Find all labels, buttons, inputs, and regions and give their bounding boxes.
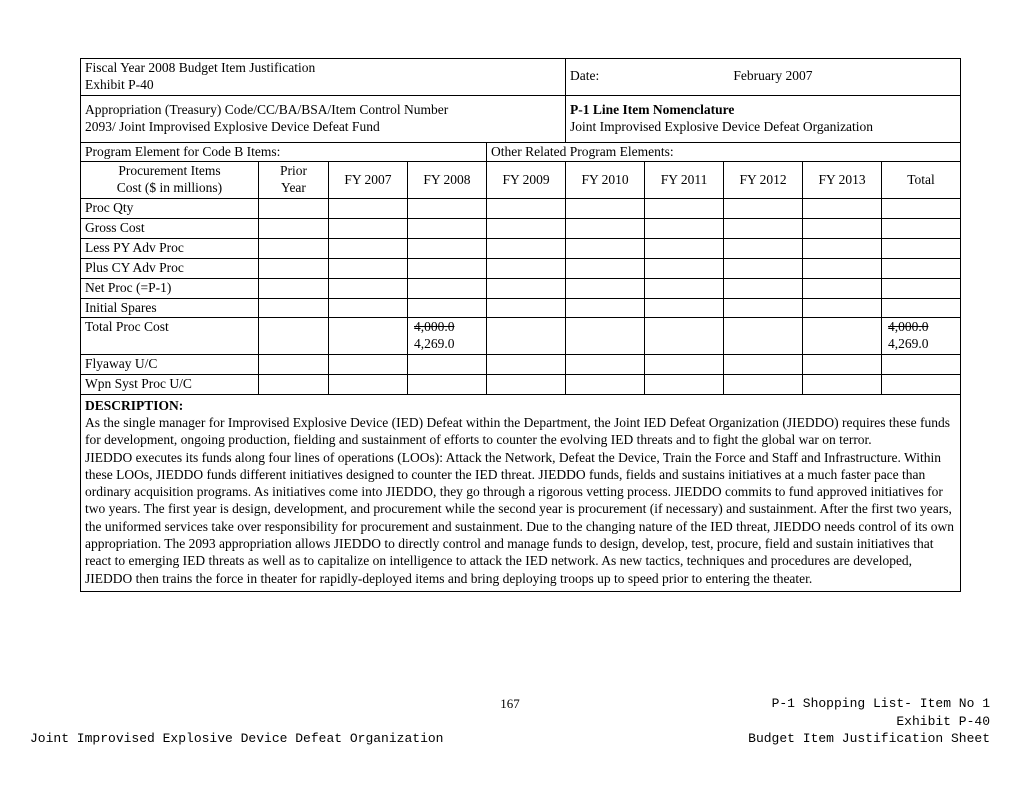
col-fy2009: FY 2009 [487,162,566,199]
description-heading: DESCRIPTION: [85,398,183,413]
doc-title: Fiscal Year 2008 Budget Item Justificati… [81,59,566,96]
footer-right-3: Budget Item Justification Sheet [748,731,990,746]
row-initial-spares: Initial Spares [81,298,961,318]
cell-total-total: 4,000.0 4,269.0 [882,318,961,355]
col-total: Total [882,162,961,199]
footer-left-3: Joint Improvised Explosive Device Defeat… [30,731,443,746]
col-procurement: Procurement Items Cost ($ in millions) [81,162,259,199]
nomen-line2: Joint Improvised Explosive Device Defeat… [570,119,873,134]
row-total-proc-cost: Total Proc Cost 4,000.0 4,269.0 4,000.0 … [81,318,961,355]
col-fy2011: FY 2011 [645,162,724,199]
description-cell: DESCRIPTION: As the single manager for I… [81,394,961,591]
appropriation-cell: Appropriation (Treasury) Code/CC/BA/BSA/… [81,95,566,142]
main-table: Fiscal Year 2008 Budget Item Justificati… [80,58,961,592]
footer-right-2: Exhibit P-40 [896,714,990,729]
title-line2: Exhibit P-40 [85,77,154,92]
date-value: February 2007 [733,68,812,83]
footer-right-1: P-1 Shopping List- Item No 1 [772,696,990,711]
row-flyaway: Flyaway U/C [81,355,961,375]
row-gross-cost: Gross Cost [81,219,961,239]
row-description: DESCRIPTION: As the single manager for I… [81,394,961,591]
row-less-py: Less PY Adv Proc [81,238,961,258]
col-fy2012: FY 2012 [724,162,803,199]
nomen-line1: P-1 Line Item Nomenclature [570,102,734,117]
col-prior-year: Prior Year [259,162,329,199]
row-proc-qty: Proc Qty [81,199,961,219]
title-line1: Fiscal Year 2008 Budget Item Justificati… [85,60,315,75]
row-wpn-syst: Wpn Syst Proc U/C [81,375,961,395]
other-related: Other Related Program Elements: [487,142,961,162]
description-para2: JIEDDO executes its funds along four lin… [85,450,954,586]
nomenclature-cell: P-1 Line Item Nomenclature Joint Improvi… [566,95,961,142]
page: Fiscal Year 2008 Budget Item Justificati… [0,0,1020,592]
cell-fy2008-total: 4,000.0 4,269.0 [408,318,487,355]
row-net-proc: Net Proc (=P-1) [81,278,961,298]
approp-line2: 2093/ Joint Improvised Explosive Device … [85,119,380,134]
page-footer: 167 P-1 Shopping List- Item No 1 Exhibit… [0,696,1020,748]
col-fy2013: FY 2013 [803,162,882,199]
row-plus-cy: Plus CY Adv Proc [81,258,961,278]
col-fy2008: FY 2008 [408,162,487,199]
prog-elem-b: Program Element for Code B Items: [81,142,487,162]
approp-line1: Appropriation (Treasury) Code/CC/BA/BSA/… [85,102,448,117]
description-para1: As the single manager for Improvised Exp… [85,415,950,447]
date-label: Date: [570,68,730,85]
col-fy2007: FY 2007 [329,162,408,199]
date-cell: Date: February 2007 [566,59,961,96]
col-fy2010: FY 2010 [566,162,645,199]
